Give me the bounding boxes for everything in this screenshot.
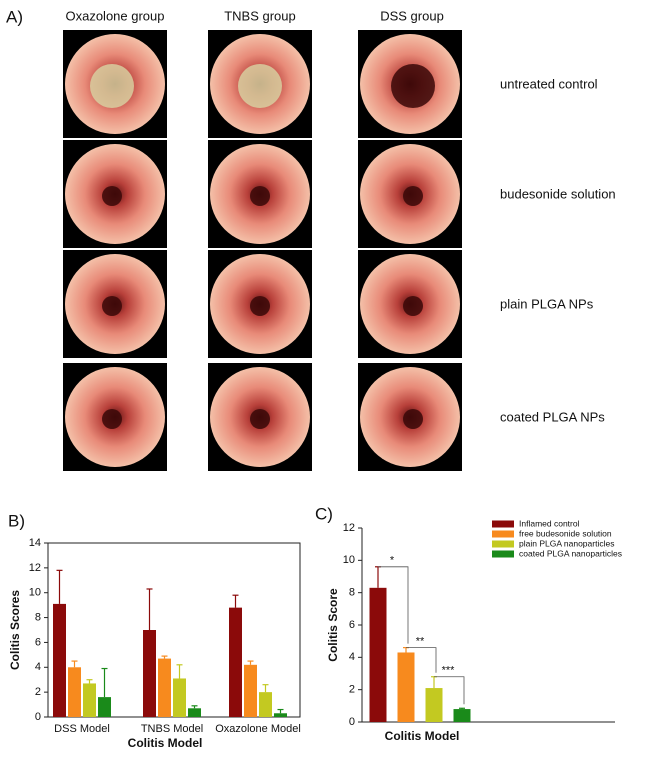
legend-label: plain PLGA nanoparticles — [519, 538, 614, 548]
y-tick-label: 4 — [349, 651, 355, 663]
x-tick-label: Oxazolone Model — [215, 723, 301, 735]
legend-label: Inflamed control — [519, 518, 580, 528]
x-tick-label: TNBS Model — [141, 723, 203, 735]
lumen — [238, 64, 282, 108]
bar — [53, 603, 66, 717]
y-tick-label: 6 — [349, 619, 355, 631]
y-tick-label: 8 — [35, 611, 41, 623]
y-tick-label: 12 — [343, 522, 355, 534]
y-tick-label: 12 — [29, 562, 41, 574]
y-axis-label: Colitis Scores — [8, 590, 22, 670]
bar — [259, 692, 272, 717]
legend-label: coated PLGA nanoparticles — [519, 548, 622, 558]
lumen — [403, 296, 423, 316]
column-header: DSS group — [380, 8, 444, 23]
y-tick-label: 10 — [343, 554, 355, 566]
y-tick-label: 6 — [35, 636, 41, 648]
y-tick-label: 10 — [29, 587, 41, 599]
y-tick-label: 2 — [35, 686, 41, 698]
y-tick-label: 2 — [349, 684, 355, 696]
bar — [244, 664, 257, 717]
lumen — [250, 409, 270, 429]
y-tick-label: 0 — [35, 711, 41, 723]
significance-bracket — [434, 676, 465, 705]
row-label: budesonide solution — [500, 186, 616, 201]
row-label: coated PLGA NPs — [500, 409, 605, 424]
y-tick-label: 8 — [349, 587, 355, 599]
lumen — [102, 409, 122, 429]
y-axis-label: Colitis Score — [326, 588, 340, 662]
legend-swatch — [492, 520, 514, 528]
bar — [173, 678, 186, 717]
significance-bracket — [378, 566, 409, 644]
bar — [83, 683, 96, 717]
lumen — [250, 186, 270, 206]
bar — [369, 587, 387, 722]
bar — [68, 667, 81, 717]
bar — [158, 658, 171, 717]
lumen — [403, 409, 423, 429]
panel-label: B) — [8, 511, 25, 530]
endoscopy-grid — [63, 30, 462, 471]
legend-swatch — [492, 530, 514, 538]
lumen — [90, 64, 134, 108]
panel-label: C) — [315, 504, 333, 523]
legend-swatch — [492, 540, 514, 548]
lumen — [102, 186, 122, 206]
legend-label: free budesonide solution — [519, 528, 612, 538]
panel-label: A) — [6, 7, 23, 26]
x-tick-label: DSS Model — [54, 723, 110, 735]
column-header: Oxazolone group — [65, 8, 164, 23]
row-label: untreated control — [500, 76, 598, 91]
y-tick-label: 4 — [35, 661, 41, 673]
y-tick-label: 0 — [349, 716, 355, 728]
x-axis-label: Colitis Model — [385, 729, 460, 743]
bar — [229, 607, 242, 717]
bar — [188, 708, 201, 717]
bar — [453, 709, 471, 722]
bar — [425, 688, 443, 722]
lumen — [403, 186, 423, 206]
lumen — [102, 296, 122, 316]
significance-label: ** — [416, 636, 425, 648]
significance-label: * — [390, 555, 395, 567]
legend-swatch — [492, 550, 514, 558]
lumen — [391, 64, 435, 108]
row-label: plain PLGA NPs — [500, 296, 594, 311]
lumen — [250, 296, 270, 316]
bar — [98, 697, 111, 717]
column-header: TNBS group — [224, 8, 296, 23]
bar — [397, 652, 415, 722]
y-tick-label: 14 — [29, 537, 41, 549]
significance-label: *** — [442, 665, 456, 677]
x-axis-label: Colitis Model — [128, 736, 203, 750]
significance-bracket — [406, 647, 437, 673]
bar — [274, 713, 287, 717]
bar — [143, 630, 156, 717]
